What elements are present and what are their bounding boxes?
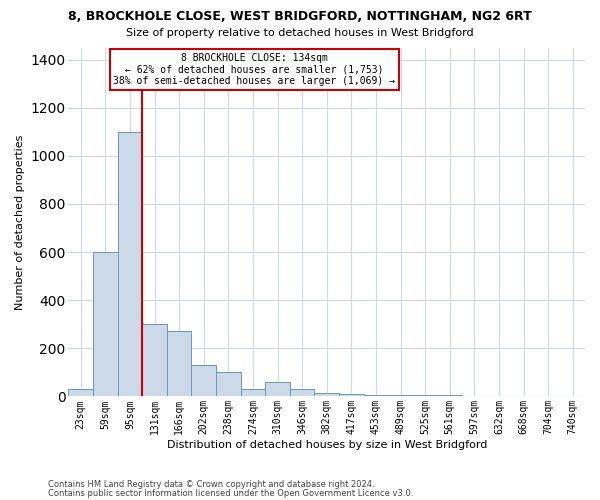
Y-axis label: Number of detached properties: Number of detached properties [15,134,25,310]
Text: Size of property relative to detached houses in West Bridgford: Size of property relative to detached ho… [126,28,474,38]
X-axis label: Distribution of detached houses by size in West Bridgford: Distribution of detached houses by size … [167,440,487,450]
Text: Contains HM Land Registry data © Crown copyright and database right 2024.: Contains HM Land Registry data © Crown c… [48,480,374,489]
Bar [68,389,93,396]
Text: 8 BROCKHOLE CLOSE: 134sqm
← 62% of detached houses are smaller (1,753)
38% of se: 8 BROCKHOLE CLOSE: 134sqm ← 62% of detac… [113,52,395,86]
Bar [93,252,118,396]
Bar [118,132,142,396]
Bar [241,389,265,396]
Bar [191,365,216,396]
Bar [290,389,314,396]
Bar [413,395,437,396]
Bar [142,324,167,396]
Bar [339,394,364,396]
Bar [265,382,290,396]
Bar [314,393,339,396]
Bar [364,395,388,396]
Text: 8, BROCKHOLE CLOSE, WEST BRIDGFORD, NOTTINGHAM, NG2 6RT: 8, BROCKHOLE CLOSE, WEST BRIDGFORD, NOTT… [68,10,532,23]
Bar [388,395,413,396]
Bar [216,372,241,396]
Bar [437,395,462,396]
Text: Contains public sector information licensed under the Open Government Licence v3: Contains public sector information licen… [48,489,413,498]
Bar [167,332,191,396]
